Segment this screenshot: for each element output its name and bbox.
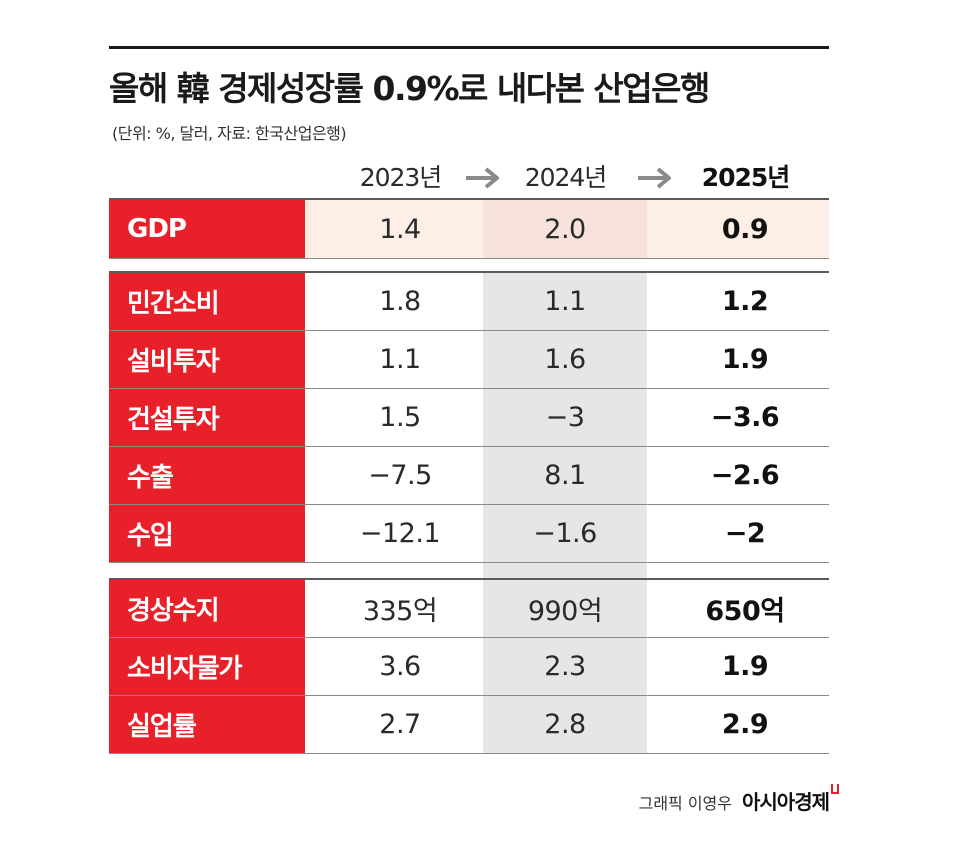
cell-imports-2024: −1.6 — [533, 518, 597, 549]
year-header-2023: 2023년 — [359, 163, 443, 192]
cell-current-account-2024: 990억 — [527, 596, 603, 627]
cell-unemployment-2024: 2.8 — [544, 709, 586, 740]
table-rule — [109, 258, 829, 259]
chart-subtitle: (단위: %, 달러, 자료: 한국산업은행) — [112, 124, 347, 143]
row-label-exports: 수출 — [109, 447, 305, 504]
table-rule — [109, 578, 829, 580]
cell-unemployment-2023: 2.7 — [379, 709, 421, 740]
table-rule — [109, 330, 829, 331]
credit: 그래픽 이영우 아시아경제 — [638, 786, 830, 815]
column-2024-bg — [483, 272, 647, 754]
table-rule — [109, 388, 829, 389]
graphic-credit: 그래픽 이영우 — [638, 794, 732, 813]
cell-gdp-2025: 0.9 — [721, 213, 769, 245]
cell-gdp-2023: 1.4 — [379, 213, 421, 245]
cell-imports-2025: −2 — [724, 518, 766, 549]
row-label-consumer-prices: 소비자물가 — [109, 638, 305, 695]
cell-private-consumption-2024: 1.1 — [544, 286, 586, 317]
row-label-imports: 수입 — [109, 505, 305, 562]
cell-current-account-2023: 335억 — [362, 596, 438, 627]
cell-exports-2024: 8.1 — [544, 460, 586, 491]
row-label-current-account: 경상수지 — [109, 580, 305, 637]
table-rule — [109, 446, 829, 447]
row-label-construction-investment: 건설투자 — [109, 389, 305, 446]
cell-facility-investment-2024: 1.6 — [544, 344, 586, 375]
year-header-2024: 2024년 — [524, 163, 608, 192]
row-label-private-consumption: 민간소비 — [109, 273, 305, 330]
cell-exports-2025: −2.6 — [710, 460, 780, 491]
table-rule — [109, 753, 829, 754]
cell-unemployment-2025: 2.9 — [721, 709, 769, 740]
table-rule — [109, 271, 829, 273]
table-rule — [109, 637, 829, 638]
table-rule — [109, 695, 829, 696]
year-header-2025: 2025년 — [701, 163, 791, 192]
cell-construction-investment-2023: 1.5 — [379, 402, 421, 433]
table-rule — [109, 504, 829, 505]
brand-logo-text: 아시아경제 — [742, 790, 830, 814]
brand-mark-icon — [831, 784, 839, 794]
cell-facility-investment-2023: 1.1 — [379, 344, 421, 375]
row-label-unemployment: 실업률 — [109, 696, 305, 753]
cell-construction-investment-2025: −3.6 — [710, 402, 780, 433]
cell-consumer-prices-2025: 1.9 — [721, 651, 769, 682]
table-rule — [109, 198, 829, 200]
chart-title: 올해 韓 경제성장률 0.9%로 내다본 산업은행 — [109, 69, 710, 108]
cell-consumer-prices-2024: 2.3 — [544, 651, 586, 682]
cell-private-consumption-2023: 1.8 — [379, 286, 421, 317]
right-arrow-icon — [638, 167, 671, 189]
cell-private-consumption-2025: 1.2 — [721, 286, 769, 317]
gdp-2024-cell-bg — [483, 199, 647, 258]
cell-current-account-2025: 650억 — [705, 596, 785, 627]
cell-consumer-prices-2023: 3.6 — [379, 651, 421, 682]
row-label-facility-investment: 설비투자 — [109, 331, 305, 388]
cell-construction-investment-2024: −3 — [545, 402, 585, 433]
cell-imports-2023: −12.1 — [359, 518, 441, 549]
table-rule — [109, 562, 829, 563]
right-arrow-icon — [466, 167, 499, 189]
top-rule — [109, 46, 829, 49]
cell-exports-2023: −7.5 — [368, 460, 432, 491]
row-label-gdp: GDP — [109, 200, 305, 258]
cell-gdp-2024: 2.0 — [544, 213, 586, 245]
cell-facility-investment-2025: 1.9 — [721, 344, 769, 375]
